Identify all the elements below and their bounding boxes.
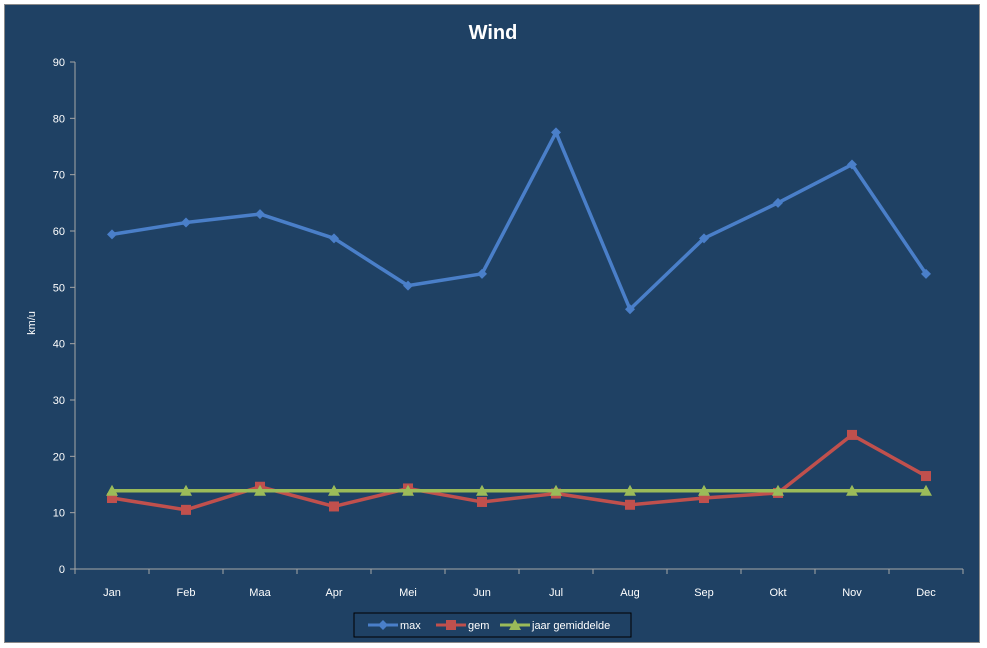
point-max-jul xyxy=(551,127,561,138)
x-tick-label-jan: Jan xyxy=(103,587,121,599)
y-tick-label: 0 xyxy=(59,564,65,576)
chart-title: Wind xyxy=(469,22,518,44)
y-axis-label: km/u xyxy=(26,311,38,335)
point-max-feb xyxy=(181,217,191,228)
x-tick-label-jul: Jul xyxy=(549,587,563,599)
y-tick-label: 70 xyxy=(53,170,65,182)
point-jaar-gemiddelde-feb xyxy=(180,484,192,496)
chart-frame: Wind km/u 0 10 20 30 40 50 60 70 80 90 Jan Feb Maa Ap… xyxy=(4,4,980,643)
y-tick-label: 50 xyxy=(53,282,65,294)
legend-entry-gem: gem xyxy=(436,620,489,632)
y-tick-label: 20 xyxy=(53,451,65,463)
point-max-dec xyxy=(921,268,931,279)
legend-label-jaar-gemiddelde: jaar gemiddelde xyxy=(531,620,610,632)
y-tick-label: 90 xyxy=(53,57,65,69)
point-jaar-gemiddelde-okt xyxy=(772,484,784,496)
x-tick-label-nov: Nov xyxy=(842,587,862,599)
x-tick-label-apr: Apr xyxy=(325,587,342,599)
legend-entry-jaar-gemiddelde: jaar gemiddelde xyxy=(500,619,610,632)
x-tick-label-aug: Aug xyxy=(620,587,640,599)
point-max-jun xyxy=(477,268,487,279)
legend-entry-max: max xyxy=(368,620,421,632)
point-jaar-gemiddelde-aug xyxy=(624,484,636,496)
x-tick-label-sep: Sep xyxy=(694,587,714,599)
point-gem-jun xyxy=(477,496,487,507)
y-tick-label: 10 xyxy=(53,508,65,520)
point-jaar-gemiddelde-jul xyxy=(550,484,562,496)
point-jaar-gemiddelde-mei xyxy=(402,484,414,496)
point-jaar-gemiddelde-dec xyxy=(920,484,932,496)
series-max xyxy=(107,127,931,315)
point-max-mei xyxy=(403,280,413,291)
point-max-okt xyxy=(773,197,783,208)
point-max-sep xyxy=(699,233,709,244)
x-tick-label-dec: Dec xyxy=(916,587,936,599)
legend-label-max: max xyxy=(400,620,421,632)
legend-marker-max xyxy=(378,620,388,630)
point-max-jan xyxy=(107,229,117,240)
point-gem-sep xyxy=(699,493,709,504)
x-tick-label-mei: Mei xyxy=(399,587,417,599)
y-tick-label: 30 xyxy=(53,395,65,407)
point-jaar-gemiddelde-maa xyxy=(254,484,266,496)
series-line-gem xyxy=(111,433,927,512)
y-tick-label: 40 xyxy=(53,339,65,351)
point-jaar-gemiddelde-nov xyxy=(846,484,858,496)
series-gem xyxy=(107,429,931,515)
x-tick-label-maa: Maa xyxy=(249,587,271,599)
legend-label-gem: gem xyxy=(468,620,489,632)
series-line-max xyxy=(111,130,928,312)
point-jaar-gemiddelde-jun xyxy=(476,484,488,496)
x-tick-label-feb: Feb xyxy=(177,587,196,599)
point-gem-aug xyxy=(625,499,635,510)
legend-marker-gem xyxy=(446,620,456,630)
y-tick-label: 80 xyxy=(53,113,65,125)
series-layer xyxy=(106,127,932,515)
series-jaar-gemiddelde xyxy=(106,484,932,496)
point-max-aug xyxy=(625,304,635,315)
y-tick-label: 60 xyxy=(53,226,65,238)
point-gem-nov xyxy=(847,429,857,440)
chart-svg: Wind km/u 0 10 20 30 40 50 60 70 80 90 Jan Feb Maa Ap… xyxy=(26,22,964,638)
point-max-apr xyxy=(329,233,339,244)
x-tick-label-jun: Jun xyxy=(473,587,491,599)
point-jaar-gemiddelde-apr xyxy=(328,484,340,496)
point-jaar-gemiddelde-sep xyxy=(698,484,710,496)
legend-marker-jaar-gemiddelde xyxy=(509,619,521,630)
point-gem-dec xyxy=(921,471,931,482)
axes: 0 10 20 30 40 50 60 70 80 90 Jan Feb Maa Apr Mei Jun Jul… xyxy=(53,57,964,599)
point-max-maa xyxy=(255,209,265,220)
legend: max gem jaar gemiddelde xyxy=(353,612,632,638)
point-max-nov xyxy=(847,159,857,170)
x-tick-label-okt: Okt xyxy=(769,587,786,599)
point-gem-jan xyxy=(107,493,117,504)
point-gem-apr xyxy=(329,501,339,512)
point-gem-feb xyxy=(181,504,191,515)
legend-box xyxy=(353,612,632,638)
point-jaar-gemiddelde-jan xyxy=(106,484,118,496)
